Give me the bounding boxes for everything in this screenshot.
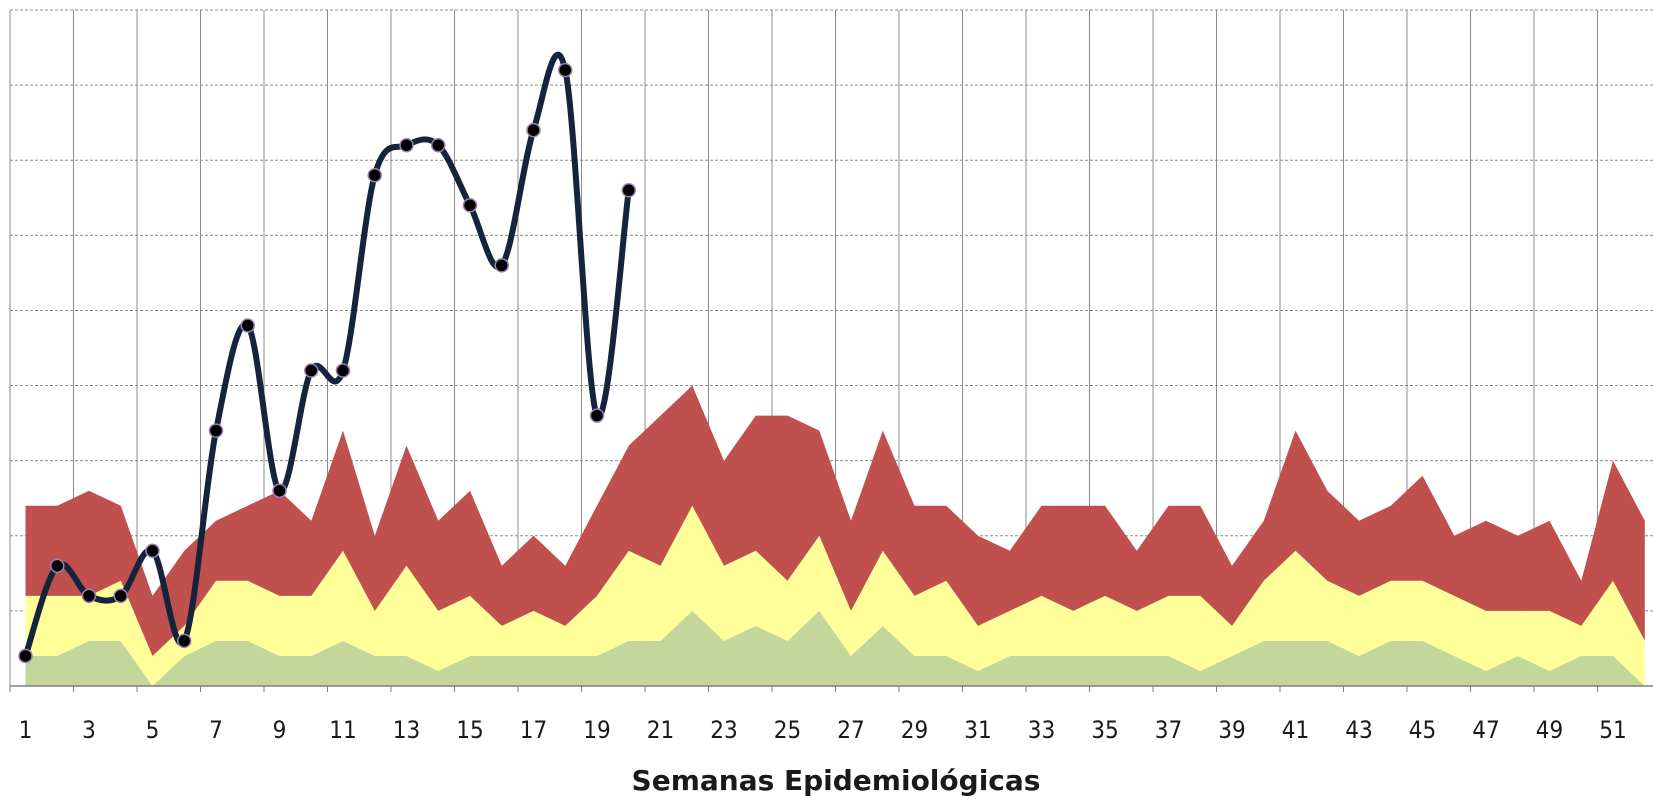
x-tick-label: 25 — [774, 716, 801, 744]
band-2-area — [25, 505, 1645, 686]
series-1-point — [526, 122, 541, 138]
series-1-point — [50, 558, 65, 574]
series-1-point — [558, 62, 573, 78]
x-tick-label: 21 — [647, 716, 674, 744]
x-tick-label: 15 — [456, 716, 483, 744]
x-tick-label: 5 — [146, 716, 160, 744]
series-1-point — [462, 198, 478, 213]
x-tick-label: 1 — [19, 716, 33, 744]
x-tick-label: 13 — [393, 716, 420, 744]
x-tick-label: 19 — [583, 716, 610, 744]
x-tick-label: 45 — [1409, 716, 1436, 744]
series-1-point — [18, 648, 33, 664]
x-tick-label: 31 — [964, 716, 991, 744]
series-1-point — [494, 258, 509, 273]
series-1-point — [431, 137, 446, 153]
series-1-point — [145, 543, 160, 559]
threshold-bands — [25, 385, 1645, 686]
x-tick-label: 47 — [1472, 716, 1499, 744]
x-tick-labels: 1 3 5 7 9 11 13 15 17 19 21 23 25 27 29 31 33 35 37 39 41 43 4… — [19, 716, 1627, 744]
x-tick-label: 35 — [1091, 716, 1118, 744]
x-tick-label: 39 — [1218, 716, 1245, 744]
series-1-point — [81, 588, 97, 604]
series-1-point — [304, 363, 319, 378]
x-tick-label: 11 — [329, 716, 356, 744]
band-1-area — [25, 610, 1645, 686]
x-axis-title: Semanas Epidemiológicas — [632, 764, 1041, 797]
band-3-area — [25, 385, 1645, 656]
x-tick-label: 41 — [1282, 716, 1309, 744]
x-tick-label: 37 — [1155, 716, 1182, 744]
data-markers — [18, 62, 636, 664]
x-tick-label: 23 — [710, 716, 737, 744]
x-tick-label: 3 — [82, 716, 96, 744]
series-1-point — [399, 137, 414, 153]
x-tick-label: 29 — [901, 716, 928, 744]
series-1-point — [621, 183, 636, 198]
series-1-point — [208, 423, 224, 438]
series-1-point — [272, 483, 287, 498]
x-tick-label: 51 — [1599, 716, 1626, 744]
series-1-point — [240, 318, 255, 333]
series-1-point — [589, 408, 605, 423]
series-1-point — [177, 633, 192, 649]
x-tick-label: 49 — [1536, 716, 1563, 744]
x-tick-label: 9 — [273, 716, 287, 744]
series-1-point — [367, 167, 382, 183]
x-tick-label: 43 — [1345, 716, 1372, 744]
x-axis — [9, 685, 1653, 692]
x-tick-label: 7 — [209, 716, 223, 744]
series-1-point — [113, 588, 128, 604]
x-tick-label: 33 — [1028, 716, 1055, 744]
series-1-point — [335, 363, 351, 378]
x-tick-label: 17 — [520, 716, 547, 744]
x-tick-label: 27 — [837, 716, 864, 744]
